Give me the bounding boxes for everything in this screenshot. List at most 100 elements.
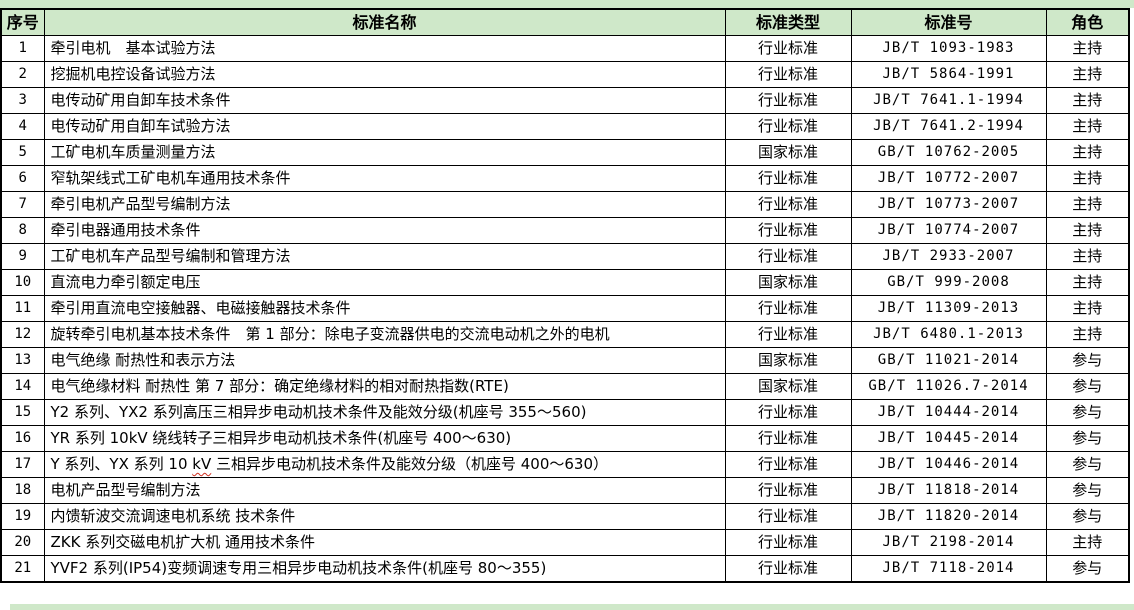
cell-name: 工矿电机车产品型号编制和管理方法 bbox=[43, 243, 726, 270]
cell-name: 旋转牵引电机基本技术条件 第 1 部分：除电子变流器供电的交流电动机之外的电机 bbox=[43, 321, 726, 348]
cell-code: JB/T 1093-1983 bbox=[850, 35, 1047, 62]
header-row: 序号 标准名称 标准类型 标准号 角色 bbox=[0, 8, 1130, 36]
cell-type: 行业标准 bbox=[724, 165, 852, 192]
table-row: 13 电气绝缘 耐热性和表示方法 国家标准 GB/T 11021-2014 参与 bbox=[0, 347, 1130, 374]
cell-code: JB/T 2198-2014 bbox=[850, 529, 1047, 556]
table-row: 10 直流电力牵引额定电压 国家标准 GB/T 999-2008 主持 bbox=[0, 269, 1130, 296]
cell-role: 主持 bbox=[1045, 295, 1130, 322]
table-row: 12 旋转牵引电机基本技术条件 第 1 部分：除电子变流器供电的交流电动机之外的… bbox=[0, 321, 1130, 348]
cell-role: 主持 bbox=[1045, 61, 1130, 88]
cell-name: 牵引电机 基本试验方法 bbox=[43, 35, 726, 62]
cell-code: JB/T 7118-2014 bbox=[850, 555, 1047, 583]
cell-type: 行业标准 bbox=[724, 113, 852, 140]
cell-type: 行业标准 bbox=[724, 321, 852, 348]
top-green-strip bbox=[0, 0, 1134, 8]
table-row: 4 电传动矿用自卸车试验方法 行业标准 JB/T 7641.2-1994 主持 bbox=[0, 113, 1130, 140]
table-row: 1 牵引电机 基本试验方法 行业标准 JB/T 1093-1983 主持 bbox=[0, 35, 1130, 62]
cell-role: 主持 bbox=[1045, 217, 1130, 244]
cell-type: 行业标准 bbox=[724, 217, 852, 244]
cell-code: JB/T 5864-1991 bbox=[850, 61, 1047, 88]
table-row: 14 电气绝缘材料 耐热性 第 7 部分：确定绝缘材料的相对耐热指数(RTE) … bbox=[0, 373, 1130, 400]
cell-name: Y 系列、YX 系列 10 kV 三相异步电动机技术条件及能效分级（机座号 40… bbox=[43, 451, 726, 478]
cell-type: 行业标准 bbox=[724, 529, 852, 556]
table-row: 7 牵引电机产品型号编制方法 行业标准 JB/T 10773-2007 主持 bbox=[0, 191, 1130, 218]
cell-code: JB/T 10444-2014 bbox=[850, 399, 1047, 426]
cell-type: 行业标准 bbox=[724, 87, 852, 114]
cell-name: 内馈斩波交流调速电机系统 技术条件 bbox=[43, 503, 726, 530]
table-row: 8 牵引电器通用技术条件 行业标准 JB/T 10774-2007 主持 bbox=[0, 217, 1130, 244]
table-row: 5 工矿电机车质量测量方法 国家标准 GB/T 10762-2005 主持 bbox=[0, 139, 1130, 166]
cell-name: YVF2 系列(IP54)变频调速专用三相异步电动机技术条件(机座号 80～35… bbox=[43, 555, 726, 583]
cell-role: 主持 bbox=[1045, 243, 1130, 270]
cell-seq: 11 bbox=[0, 295, 45, 322]
cell-seq: 4 bbox=[0, 113, 45, 140]
cell-seq: 19 bbox=[0, 503, 45, 530]
table-row: 9 工矿电机车产品型号编制和管理方法 行业标准 JB/T 2933-2007 主… bbox=[0, 243, 1130, 270]
cell-type: 行业标准 bbox=[724, 61, 852, 88]
table-row: 18 电机产品型号编制方法 行业标准 JB/T 11818-2014 参与 bbox=[0, 477, 1130, 504]
cell-name: Y2 系列、YX2 系列高压三相异步电动机技术条件及能效分级(机座号 355～5… bbox=[43, 399, 726, 426]
table-row: 16 YR 系列 10kV 绕线转子三相异步电动机技术条件(机座号 400～63… bbox=[0, 425, 1130, 452]
cell-seq: 16 bbox=[0, 425, 45, 452]
cell-type: 行业标准 bbox=[724, 191, 852, 218]
cell-code: GB/T 11021-2014 bbox=[850, 347, 1047, 374]
cell-role: 参与 bbox=[1045, 373, 1130, 400]
cell-role: 参与 bbox=[1045, 555, 1130, 583]
bottom-green-strip bbox=[10, 604, 1134, 610]
cell-seq: 21 bbox=[0, 555, 45, 583]
table-row: 11 牵引用直流电空接触器、电磁接触器技术条件 行业标准 JB/T 11309-… bbox=[0, 295, 1130, 322]
cell-type: 国家标准 bbox=[724, 139, 852, 166]
cell-code: JB/T 7641.1-1994 bbox=[850, 87, 1047, 114]
cell-type: 行业标准 bbox=[724, 555, 852, 583]
cell-type: 行业标准 bbox=[724, 35, 852, 62]
cell-role: 参与 bbox=[1045, 477, 1130, 504]
cell-code: JB/T 10774-2007 bbox=[850, 217, 1047, 244]
cell-seq: 17 bbox=[0, 451, 45, 478]
cell-code: JB/T 10772-2007 bbox=[850, 165, 1047, 192]
header-role: 角色 bbox=[1045, 8, 1130, 36]
cell-seq: 18 bbox=[0, 477, 45, 504]
cell-name: 电气绝缘 耐热性和表示方法 bbox=[43, 347, 726, 374]
cell-name: 工矿电机车质量测量方法 bbox=[43, 139, 726, 166]
table-row: 6 窄轨架线式工矿电机车通用技术条件 行业标准 JB/T 10772-2007 … bbox=[0, 165, 1130, 192]
cell-name: ZKK 系列交磁电机扩大机 通用技术条件 bbox=[43, 529, 726, 556]
cell-role: 主持 bbox=[1045, 165, 1130, 192]
cell-seq: 3 bbox=[0, 87, 45, 114]
cell-seq: 15 bbox=[0, 399, 45, 426]
cell-role: 主持 bbox=[1045, 269, 1130, 296]
cell-seq: 9 bbox=[0, 243, 45, 270]
cell-code: GB/T 10762-2005 bbox=[850, 139, 1047, 166]
table-row: 19 内馈斩波交流调速电机系统 技术条件 行业标准 JB/T 11820-201… bbox=[0, 503, 1130, 530]
cell-code: JB/T 10445-2014 bbox=[850, 425, 1047, 452]
cell-type: 行业标准 bbox=[724, 243, 852, 270]
cell-name: 牵引电器通用技术条件 bbox=[43, 217, 726, 244]
header-name: 标准名称 bbox=[43, 8, 726, 36]
cell-code: JB/T 6480.1-2013 bbox=[850, 321, 1047, 348]
cell-name: 牵引用直流电空接触器、电磁接触器技术条件 bbox=[43, 295, 726, 322]
cell-seq: 12 bbox=[0, 321, 45, 348]
cell-type: 国家标准 bbox=[724, 269, 852, 296]
cell-type: 行业标准 bbox=[724, 295, 852, 322]
header-seq: 序号 bbox=[0, 8, 45, 36]
cell-role: 主持 bbox=[1045, 35, 1130, 62]
cell-name: 直流电力牵引额定电压 bbox=[43, 269, 726, 296]
cell-role: 参与 bbox=[1045, 347, 1130, 374]
table-row: 3 电传动矿用自卸车技术条件 行业标准 JB/T 7641.1-1994 主持 bbox=[0, 87, 1130, 114]
table-row: 20 ZKK 系列交磁电机扩大机 通用技术条件 行业标准 JB/T 2198-2… bbox=[0, 529, 1130, 556]
cell-name: 电机产品型号编制方法 bbox=[43, 477, 726, 504]
cell-code: JB/T 11309-2013 bbox=[850, 295, 1047, 322]
cell-type: 行业标准 bbox=[724, 503, 852, 530]
cell-type: 行业标准 bbox=[724, 451, 852, 478]
cell-role: 参与 bbox=[1045, 425, 1130, 452]
cell-role: 参与 bbox=[1045, 503, 1130, 530]
cell-type: 行业标准 bbox=[724, 399, 852, 426]
cell-role: 参与 bbox=[1045, 451, 1130, 478]
cell-code: JB/T 11818-2014 bbox=[850, 477, 1047, 504]
cell-type: 行业标准 bbox=[724, 425, 852, 452]
cell-role: 参与 bbox=[1045, 399, 1130, 426]
cell-code: GB/T 999-2008 bbox=[850, 269, 1047, 296]
cell-code: JB/T 7641.2-1994 bbox=[850, 113, 1047, 140]
cell-role: 主持 bbox=[1045, 113, 1130, 140]
cell-seq: 5 bbox=[0, 139, 45, 166]
cell-name: 窄轨架线式工矿电机车通用技术条件 bbox=[43, 165, 726, 192]
